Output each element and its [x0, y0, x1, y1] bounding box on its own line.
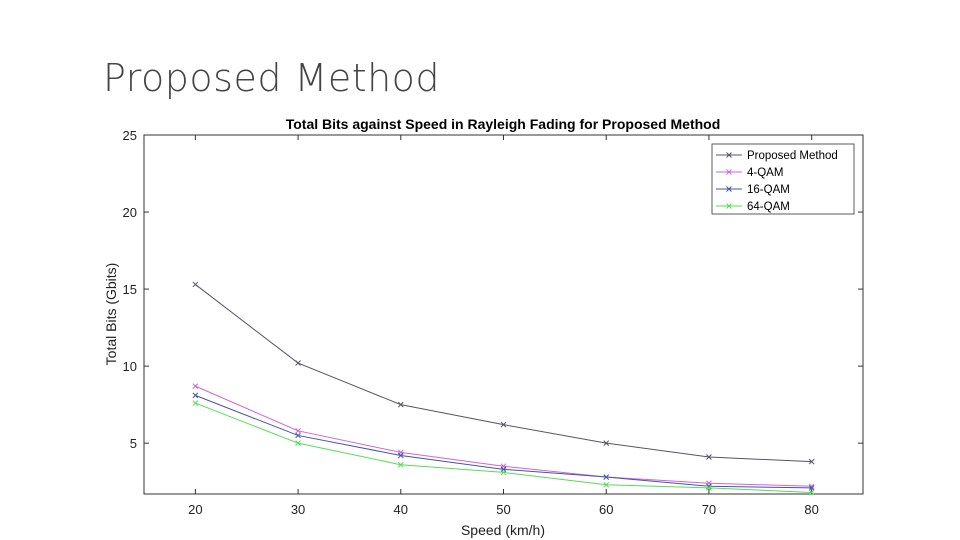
x-tick-label: 60 [599, 502, 613, 517]
data-point [295, 440, 301, 447]
x-axis-label: Speed (km/h) [461, 522, 545, 538]
legend-item: Proposed Method [716, 150, 838, 162]
x-tick-label: 80 [804, 502, 818, 517]
data-point [192, 383, 199, 389]
legend-label: 4-QAM [747, 167, 783, 179]
chart-title: Total Bits against Speed in Rayleigh Fad… [286, 116, 721, 132]
legend-marker [726, 152, 732, 158]
legend-label: 64-QAM [747, 201, 790, 213]
legend-item: 16-QAM [716, 184, 790, 196]
data-point [603, 440, 610, 447]
data-point [808, 458, 815, 465]
y-tick-label: 20 [123, 205, 137, 220]
y-tick-label: 5 [130, 436, 137, 451]
data-point [808, 489, 815, 496]
legend-box [711, 143, 855, 215]
series-3 [192, 400, 815, 496]
data-point [603, 474, 610, 480]
legend-item: 4-QAM [716, 167, 783, 179]
data-point [192, 400, 199, 406]
data-point [397, 461, 404, 468]
data-point [500, 421, 507, 428]
data-point [192, 281, 199, 288]
series-2 [192, 392, 815, 491]
data-point [295, 432, 301, 439]
data-point [706, 484, 712, 491]
legend-label: 16-QAM [747, 184, 790, 196]
y-tick-label: 25 [123, 128, 137, 143]
legend-marker [726, 169, 732, 175]
legend-label: Proposed Method [747, 150, 838, 162]
data-point [603, 481, 610, 488]
data-point [706, 454, 712, 460]
x-tick-label: 40 [394, 502, 408, 517]
series-0 [192, 281, 815, 465]
data-point [295, 427, 301, 434]
y-axis-label: Total Bits (Gbits) [103, 263, 119, 366]
legend: Proposed Method 4-QAM 16-QAM 64-QAM [711, 143, 855, 215]
slide-title: Proposed Method [103, 56, 441, 100]
data-point [295, 360, 301, 366]
y-tick-label: 15 [123, 282, 137, 297]
x-tick-label: 50 [496, 502, 510, 517]
data-point [397, 401, 404, 408]
legend-marker [726, 203, 732, 209]
x-tick-label: 70 [702, 502, 716, 517]
y-tick-label: 10 [123, 359, 137, 374]
x-tick-label: 30 [291, 502, 305, 517]
data-point [500, 469, 507, 476]
legend-item: 64-QAM [716, 201, 790, 213]
data-point [397, 452, 404, 459]
legend-marker [726, 186, 732, 192]
x-tick-label: 20 [188, 502, 202, 517]
data-point [808, 484, 815, 491]
data-point [192, 392, 199, 399]
